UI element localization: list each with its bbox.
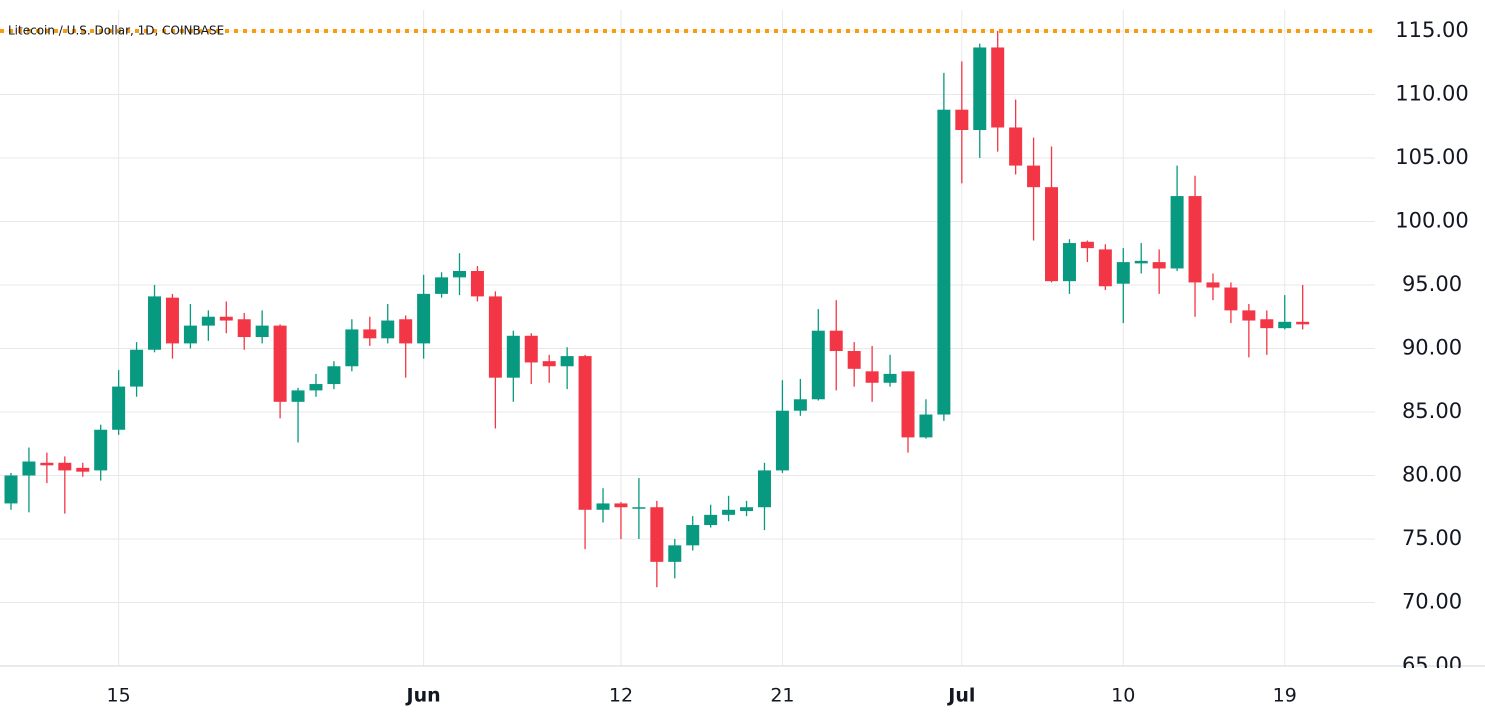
candle-body	[130, 349, 144, 387]
candle-body	[811, 330, 825, 400]
x-tick-label: 12	[609, 685, 633, 707]
y-tick-label: 75.00	[1402, 526, 1462, 550]
candle-body	[722, 509, 736, 515]
candle-body	[901, 371, 915, 438]
candle-body	[650, 507, 664, 562]
candle-body	[1116, 262, 1130, 284]
y-tick-label: 100.00	[1395, 208, 1468, 232]
candle-body	[327, 366, 341, 385]
candle-body	[865, 371, 879, 383]
candle-body	[524, 335, 538, 363]
candle-body	[273, 325, 287, 402]
candle-body	[22, 461, 36, 476]
candle-body	[1062, 243, 1076, 282]
y-tick-label: 65.00	[1402, 653, 1462, 677]
candle-body	[937, 109, 951, 415]
candle-body	[417, 293, 431, 344]
candle-body	[291, 390, 305, 402]
candle-body	[345, 329, 359, 367]
candle-body	[757, 470, 771, 508]
candle-body	[309, 384, 323, 391]
candle-body	[1080, 241, 1094, 249]
x-tick-label: Jul	[946, 685, 975, 707]
candle-body	[668, 545, 682, 562]
candle-body	[399, 319, 413, 344]
candle-body	[1206, 282, 1220, 288]
candle-body	[775, 410, 789, 471]
candle-body	[94, 429, 108, 471]
candle-body	[596, 503, 610, 510]
candle-body	[632, 507, 646, 509]
candle-body	[237, 319, 251, 338]
y-tick-label: 85.00	[1402, 399, 1462, 423]
x-tick-label: 19	[1273, 685, 1297, 707]
candle-body	[148, 296, 162, 350]
x-tick-label: 15	[107, 685, 131, 707]
candle-body	[201, 316, 215, 326]
candle-body	[1188, 196, 1202, 283]
candle-body	[363, 329, 377, 339]
candle-body	[955, 109, 969, 131]
candle-body	[686, 525, 700, 546]
candle-body	[4, 475, 18, 504]
x-tick-label: Jun	[405, 685, 441, 707]
y-tick-label: 115.00	[1395, 18, 1468, 42]
y-tick-label: 105.00	[1395, 145, 1468, 169]
candle-body	[829, 330, 843, 352]
candle-body	[219, 316, 233, 321]
candle-body	[1027, 165, 1041, 188]
candle-body	[991, 47, 1005, 128]
y-tick-label: 95.00	[1402, 272, 1462, 296]
candle-body	[919, 414, 933, 438]
candle-body	[740, 507, 754, 512]
marks	[0, 28, 1375, 588]
candle-body	[381, 320, 395, 339]
candle-body	[1224, 287, 1238, 311]
y-tick-label: 70.00	[1402, 589, 1462, 613]
candle-body	[1152, 262, 1166, 269]
candle-body	[1045, 187, 1059, 282]
candle-body	[488, 296, 502, 378]
candle-body	[435, 277, 449, 294]
candle-body	[183, 325, 197, 344]
candle-body	[76, 467, 90, 472]
candle-body	[1009, 127, 1023, 166]
candle-body	[883, 373, 897, 383]
candle-body	[1260, 319, 1274, 329]
candle-body	[112, 386, 126, 430]
grid	[0, 10, 1375, 667]
y-axis: 65.00 70.00 75.00 80.00 85.00 90.00 95.00 100.0…	[1395, 18, 1468, 677]
candle-body	[1278, 321, 1292, 329]
y-tick-label: 110.00	[1395, 81, 1468, 105]
x-tick-label: 10	[1111, 685, 1135, 707]
candle-body	[58, 462, 72, 471]
candle-body	[704, 514, 718, 526]
candle-body	[973, 47, 987, 131]
candle-body	[614, 503, 628, 508]
x-axis: 15 Jun 12 21 Jul 10 19	[107, 685, 1297, 707]
candle-body	[453, 271, 466, 278]
candle-body	[1296, 321, 1310, 325]
chart-title: Litecoin / U.S. Dollar, 1D, COINBASE	[8, 24, 224, 38]
candle-body	[255, 325, 269, 338]
candle-body	[1242, 310, 1256, 321]
candle-body	[1134, 260, 1148, 264]
candle-body	[847, 351, 861, 369]
candle-body	[40, 462, 54, 466]
candle-body	[1170, 196, 1184, 269]
candle-body	[1098, 249, 1112, 287]
candle-body	[542, 361, 556, 367]
x-tick-label: 21	[770, 685, 794, 707]
candle-body	[165, 297, 179, 344]
candle-body	[506, 335, 520, 378]
candle-body	[560, 356, 574, 367]
y-tick-label: 80.00	[1402, 462, 1462, 486]
candle-body	[578, 356, 592, 510]
y-tick-label: 90.00	[1402, 335, 1462, 359]
candle-body	[793, 399, 807, 411]
candle-body	[470, 271, 484, 297]
